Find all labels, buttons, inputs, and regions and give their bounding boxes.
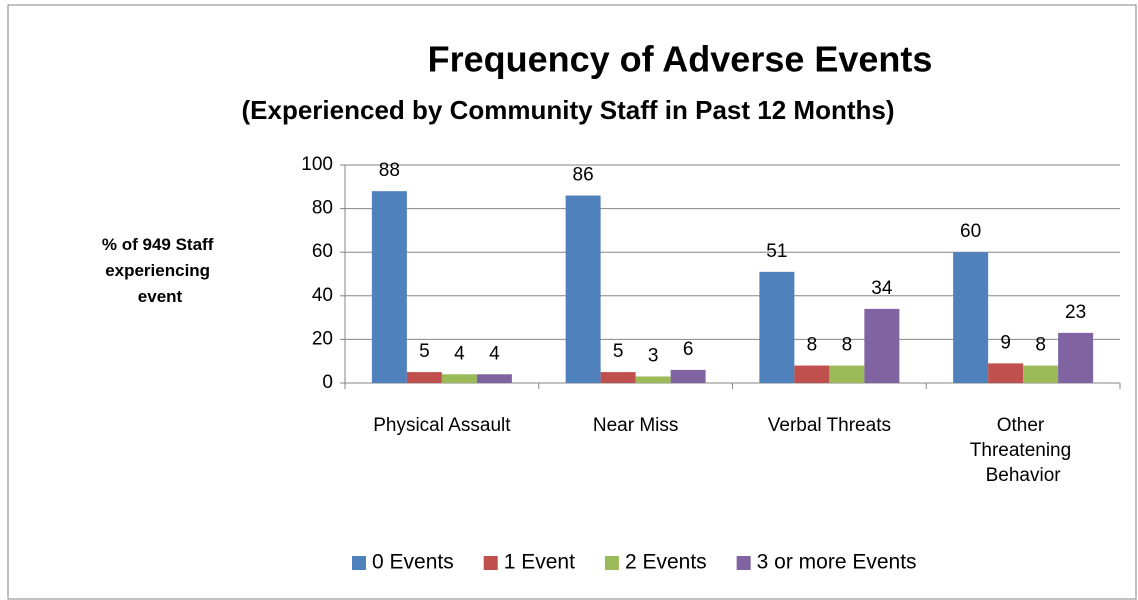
y-tick-label: 100 [301,154,333,175]
bar [476,374,512,383]
legend-swatch [736,556,751,570]
bar [988,363,1024,383]
data-label: 88 [379,160,400,181]
bar [759,271,795,383]
data-label: 60 [960,221,981,242]
y-axis-label: % of 949 Staff experiencing event [102,235,218,306]
data-label: 5 [613,341,624,362]
chart-title: Frequency of Adverse Events [428,39,933,80]
data-label: 4 [454,343,465,364]
legend-swatch [604,556,619,570]
legend-label: 1 Event [504,551,575,574]
bar [406,372,442,383]
chart-subtitle: (Experienced by Community Staff in Past … [242,95,895,125]
data-label: 51 [766,241,787,262]
bar [953,252,989,383]
bar [829,365,865,383]
y-tick-label: 60 [312,241,333,262]
bar [565,195,601,383]
x-tick-label: Verbal Threats [768,415,891,436]
data-label: 34 [871,278,893,299]
bar [600,372,636,383]
data-label: 86 [573,165,594,186]
bar [864,308,900,383]
y-tick-label: 80 [312,198,333,219]
data-label: 4 [489,343,500,364]
bar [1058,332,1094,383]
x-tick-label: Near Miss [593,415,679,436]
bar [794,365,830,383]
x-tick-label: Other Threatening Behavior [970,415,1077,486]
data-label: 8 [842,335,853,356]
bar [441,374,477,383]
bar [371,191,407,383]
legend-label: 2 Events [625,551,707,574]
x-tick-label: Physical Assault [373,415,511,436]
data-label: 9 [1000,332,1011,353]
bar [635,376,671,383]
data-label: 8 [807,335,818,356]
data-label: 8 [1035,335,1046,356]
data-label: 5 [419,341,430,362]
y-tick-label: 20 [312,328,333,349]
data-label: 6 [683,339,694,360]
legend-swatch [483,556,498,570]
y-tick-label: 40 [312,285,333,306]
data-label: 23 [1065,302,1086,323]
legend-label: 0 Events [372,551,454,574]
data-label: 3 [648,345,659,366]
legend-swatch [352,556,366,570]
legend-label: 3 or more Events [757,551,917,574]
bar [670,369,706,383]
bar [1023,365,1059,383]
y-tick-label: 0 [322,372,333,393]
